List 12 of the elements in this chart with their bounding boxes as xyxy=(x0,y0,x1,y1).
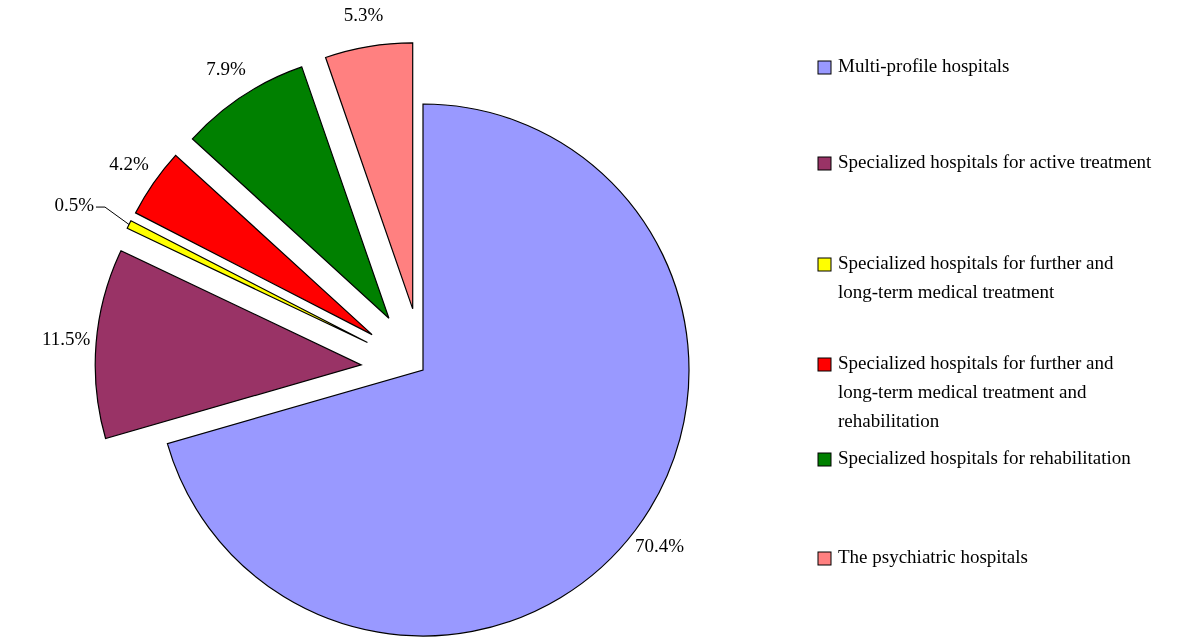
legend-label: The psychiatric hospitals xyxy=(838,546,1028,568)
legend-label: Specialized hospitals for rehabilitation xyxy=(838,447,1132,469)
data-label: 11.5% xyxy=(42,328,91,350)
data-label: 7.9% xyxy=(206,58,247,80)
data-label: 4.2% xyxy=(109,152,150,174)
data-label: 5.3% xyxy=(343,4,384,26)
legend-label: Specialized hospitals for further and long-term medical treatment and rehabilitation xyxy=(838,352,1114,432)
legend-label: Specialized hospitals for active treatment xyxy=(838,151,1153,173)
data-label: 70.4% xyxy=(634,535,685,557)
legend-label: Multi-profile hospitals xyxy=(838,55,1010,77)
data-label: 0.5% xyxy=(54,194,95,216)
legend-label: Specialized hospitals for further and long-term medical treatment xyxy=(838,252,1114,303)
